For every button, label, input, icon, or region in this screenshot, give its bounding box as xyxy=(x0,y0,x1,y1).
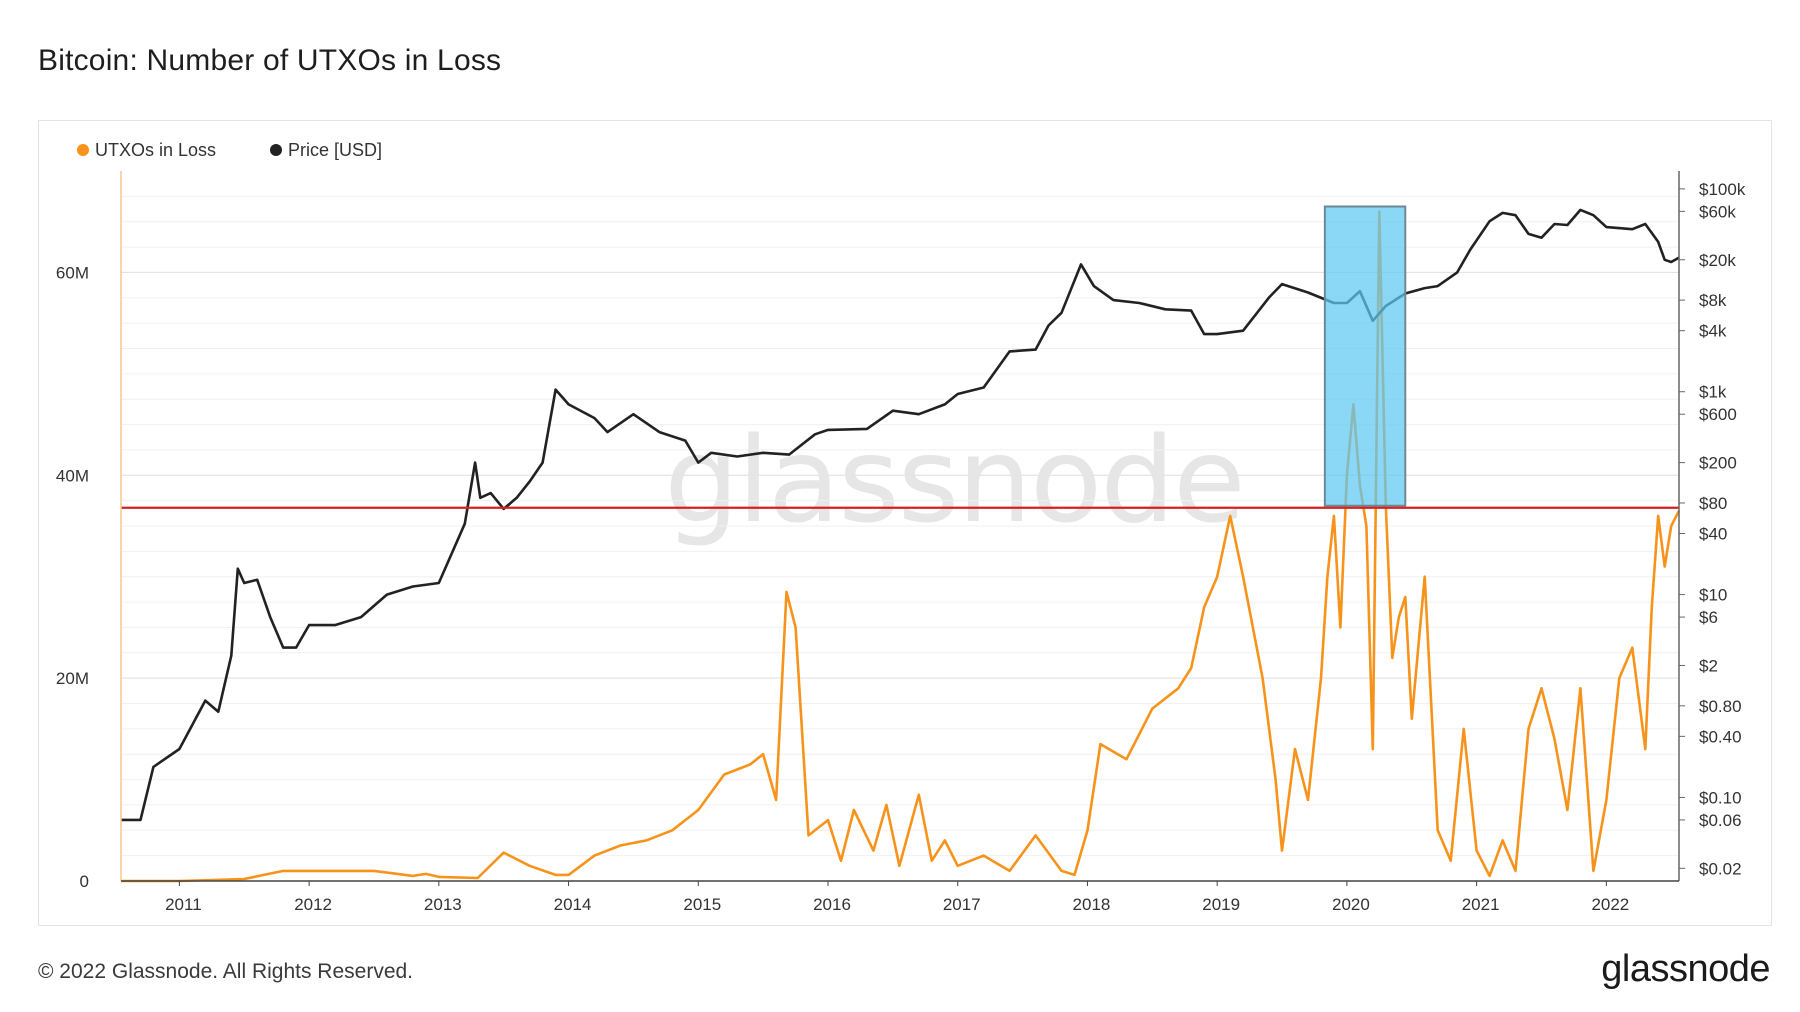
legend-price-dot xyxy=(270,144,282,156)
chart-svg: glassnode 0 20M 40M 60M $100k $60k $20k $8k $4k $… xyxy=(56,140,1746,914)
gridlines xyxy=(121,195,1679,857)
y-right-tick-label: $0.80 xyxy=(1699,697,1742,716)
legend-utxos-dot xyxy=(77,144,89,156)
y-left-tick-label: 20M xyxy=(56,669,89,688)
x-tick-label: 2012 xyxy=(294,895,332,914)
y-right-tick-label: $8k xyxy=(1699,291,1727,310)
brand-logo[interactable]: glassnode xyxy=(1601,948,1770,990)
utxos-in-loss-line xyxy=(121,210,1681,883)
x-tick-label: 2020 xyxy=(1332,895,1370,914)
legend[interactable]: UTXOs in Loss Price [USD] xyxy=(77,140,382,160)
x-tick-label: 2017 xyxy=(943,895,981,914)
copyright-text: © 2022 Glassnode. All Rights Reserved. xyxy=(38,960,414,983)
x-tick-label: 2015 xyxy=(683,895,721,914)
y-right-tick-label: $0.40 xyxy=(1699,727,1742,746)
y-left-tick-label: 60M xyxy=(56,263,89,282)
price-usd-line xyxy=(121,208,1680,822)
legend-price-label: Price [USD] xyxy=(288,140,382,160)
chart-frame: glassnode 0 20M 40M 60M $100k $60k $20k $8k $4k $… xyxy=(38,120,1772,926)
y-right-tick-label: $600 xyxy=(1699,405,1737,424)
y-right-tick-label: $4k xyxy=(1699,322,1727,341)
series-lines xyxy=(121,205,1681,883)
y-right-tick-label: $100k xyxy=(1699,180,1746,199)
y-right-tick-label: $2 xyxy=(1699,656,1718,675)
x-tick-label: 2018 xyxy=(1073,895,1111,914)
y-right-tick-label: $60k xyxy=(1699,202,1736,221)
page-title: Bitcoin: Number of UTXOs in Loss xyxy=(38,44,502,77)
y-right-tick-label: $80 xyxy=(1699,494,1727,513)
x-tick-label: 2016 xyxy=(813,895,851,914)
highlight-box xyxy=(1323,205,1407,507)
axes: 0 20M 40M 60M $100k $60k $20k $8k $4k $1k $600 $200… xyxy=(56,171,1746,914)
legend-utxos-label: UTXOs in Loss xyxy=(95,140,216,160)
y-right-tick-label: $200 xyxy=(1699,454,1737,473)
y-left-tick-label: 40M xyxy=(56,466,89,485)
x-tick-label: 2013 xyxy=(424,895,462,914)
y-right-tick-label: $1k xyxy=(1699,383,1727,402)
x-tick-label: 2014 xyxy=(554,895,592,914)
x-tick-label: 2019 xyxy=(1202,895,1240,914)
y-right-tick-label: $6 xyxy=(1699,608,1718,627)
y-right-tick-label: $20k xyxy=(1699,251,1736,270)
watermark-text: glassnode xyxy=(664,411,1243,549)
y-right-tick-label: $0.02 xyxy=(1699,859,1742,878)
x-tick-label: 2022 xyxy=(1591,895,1629,914)
y-right-tick-label: $10 xyxy=(1699,586,1727,605)
y-right-tick-label: $0.10 xyxy=(1699,788,1742,807)
y-right-tick-label: $40 xyxy=(1699,525,1727,544)
x-tick-label: 2011 xyxy=(165,895,202,914)
x-tick-label: 2021 xyxy=(1462,895,1500,914)
y-right-tick-label: $0.06 xyxy=(1699,811,1742,830)
y-left-tick-label: 0 xyxy=(80,872,89,891)
